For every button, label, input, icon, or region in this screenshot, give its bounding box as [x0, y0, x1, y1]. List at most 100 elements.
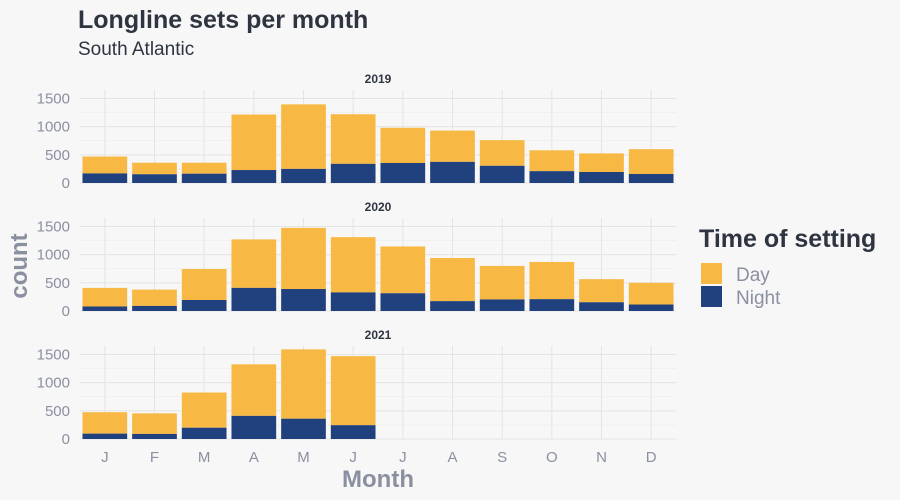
- bar-day-2020-2: [132, 289, 177, 306]
- x-tick-label: O: [546, 449, 558, 466]
- x-tick-label: J: [349, 449, 357, 466]
- bar-night-2019-7: [380, 162, 426, 183]
- bar-day-2021-4: [231, 364, 277, 416]
- bar-night-2019-12: [628, 173, 674, 183]
- x-tick-label: A: [447, 449, 457, 466]
- facet-label: 2021: [365, 328, 392, 342]
- bar-day-2020-11: [579, 279, 624, 303]
- x-tick-label: F: [150, 449, 159, 466]
- facet-2021: 2021 0 500 1000 1500: [37, 328, 676, 448]
- bar-night-2019-4: [231, 170, 277, 183]
- y-tick-label: 1500: [37, 346, 70, 363]
- bar-night-2019-3: [181, 173, 227, 183]
- bar-day-2019-7: [380, 127, 426, 163]
- facet-label: 2019: [365, 72, 392, 86]
- x-tick-label: D: [646, 449, 657, 466]
- bar-night-2021-4: [231, 415, 277, 439]
- x-tick-label: J: [399, 449, 407, 466]
- facet-2020: 2020 0 500 1000 1500: [37, 200, 676, 320]
- bar-night-2021-1: [82, 433, 128, 439]
- bar-day-2021-3: [181, 392, 227, 428]
- facet-label: 2020: [365, 200, 392, 214]
- x-tick-label: M: [297, 449, 310, 466]
- bar-day-2019-2: [132, 162, 177, 175]
- facet-2019: 2019 0 500 1000 1500: [37, 72, 676, 192]
- bar-day-2021-5: [281, 349, 326, 419]
- y-tick-label: 1000: [37, 375, 70, 392]
- bar-night-2020-6: [330, 292, 376, 311]
- x-tick-label: S: [497, 449, 507, 466]
- bar-night-2020-4: [231, 287, 277, 311]
- y-tick-label: 500: [45, 275, 70, 292]
- bar-day-2019-11: [579, 153, 624, 173]
- y-tick-label: 0: [62, 431, 70, 448]
- bar-day-2020-6: [330, 237, 376, 293]
- bar-day-2021-6: [330, 356, 376, 426]
- bar-night-2020-10: [529, 299, 575, 311]
- facet-panels: 2019 0 500 1000 1500 2020 0 500 1000 1500 2021 0 500…: [37, 72, 676, 448]
- x-tick-label: N: [596, 449, 607, 466]
- bar-day-2020-3: [181, 269, 227, 301]
- bar-day-2021-2: [132, 413, 177, 434]
- bar-night-2019-10: [529, 171, 575, 183]
- bar-day-2019-6: [330, 114, 376, 164]
- y-tick-label: 1000: [37, 247, 70, 264]
- bar-day-2020-12: [628, 282, 674, 305]
- bar-day-2020-9: [479, 265, 525, 300]
- y-tick-label: 500: [45, 147, 70, 164]
- bar-night-2020-7: [380, 293, 426, 311]
- bar-night-2020-11: [579, 302, 624, 311]
- x-tick-label: M: [198, 449, 211, 466]
- bar-day-2019-12: [628, 149, 674, 174]
- y-tick-label: 1000: [37, 119, 70, 136]
- bar-day-2019-3: [181, 162, 227, 174]
- bar-night-2020-12: [628, 304, 674, 311]
- legend-label-day: Day: [736, 265, 770, 286]
- bar-night-2019-1: [82, 173, 128, 183]
- bar-night-2019-2: [132, 174, 177, 183]
- y-tick-label: 1500: [37, 218, 70, 235]
- legend-title: Time of setting: [699, 225, 876, 253]
- bar-night-2020-2: [132, 305, 177, 311]
- bar-day-2020-10: [529, 261, 575, 300]
- y-tick-label: 0: [62, 175, 70, 192]
- bar-day-2020-8: [430, 258, 475, 302]
- bar-night-2020-1: [82, 306, 128, 311]
- bar-night-2020-9: [479, 299, 525, 311]
- bar-day-2021-1: [82, 412, 128, 434]
- bar-night-2020-3: [181, 300, 227, 311]
- bar-day-2019-5: [281, 104, 326, 169]
- bar-night-2020-8: [430, 301, 475, 311]
- chart-subtitle: South Atlantic: [78, 39, 194, 60]
- bar-night-2021-5: [281, 418, 326, 439]
- y-tick-label: 0: [62, 303, 70, 320]
- bar-night-2021-3: [181, 427, 227, 439]
- bar-night-2019-11: [579, 172, 624, 183]
- bar-night-2020-5: [281, 289, 326, 311]
- y-tick-label: 1500: [37, 90, 70, 107]
- bar-night-2021-2: [132, 433, 177, 439]
- bar-day-2019-9: [479, 140, 525, 166]
- bar-night-2019-6: [330, 163, 376, 183]
- bar-day-2020-1: [82, 287, 128, 307]
- x-tick-label: J: [101, 449, 109, 466]
- legend-label-night: Night: [736, 288, 781, 309]
- bar-day-2019-10: [529, 150, 575, 172]
- legend-swatch-day: [701, 263, 722, 284]
- bar-night-2019-8: [430, 161, 475, 183]
- bar-day-2019-4: [231, 114, 277, 171]
- x-axis-title: Month: [342, 466, 414, 493]
- x-tick-label: A: [249, 449, 259, 466]
- bar-night-2019-9: [479, 165, 525, 183]
- bar-day-2020-4: [231, 239, 277, 288]
- legend-swatch-night: [701, 286, 722, 307]
- bar-day-2020-7: [380, 246, 426, 294]
- chart-title: Longline sets per month: [78, 6, 368, 34]
- bar-day-2019-1: [82, 156, 128, 174]
- bar-day-2019-8: [430, 130, 475, 162]
- bar-day-2020-5: [281, 227, 326, 290]
- y-axis-title: count: [6, 233, 33, 298]
